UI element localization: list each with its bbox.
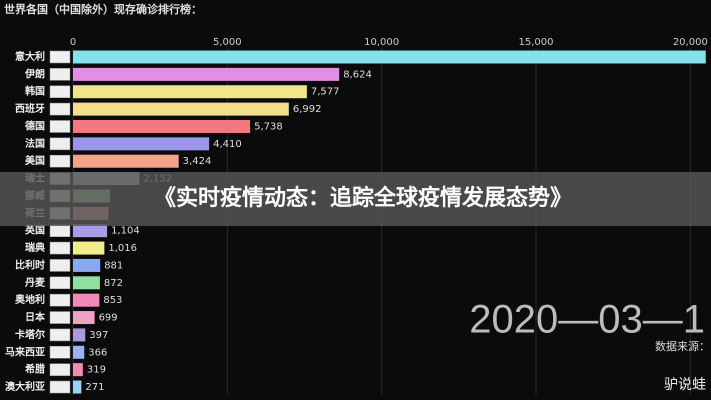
bar bbox=[73, 276, 100, 290]
y-tick-label: 马来西亚 bbox=[5, 345, 45, 358]
flag bbox=[49, 241, 71, 255]
flag bbox=[49, 102, 71, 116]
source-label: 数据来源： bbox=[655, 339, 710, 353]
value-label: 872 bbox=[104, 278, 123, 289]
value-label: 7,577 bbox=[311, 87, 340, 98]
y-tick-label: 希腊 bbox=[24, 363, 45, 376]
flag bbox=[49, 154, 71, 168]
flag bbox=[49, 68, 71, 81]
banner-bg bbox=[0, 172, 711, 226]
flag bbox=[49, 363, 71, 376]
bar bbox=[73, 102, 289, 116]
value-label: 1,016 bbox=[108, 243, 137, 254]
bar bbox=[73, 154, 179, 168]
flag bbox=[49, 50, 71, 64]
flag bbox=[49, 380, 71, 394]
date-label: 2020—03—1 bbox=[469, 298, 705, 342]
flag bbox=[49, 259, 71, 272]
flag bbox=[49, 85, 71, 98]
y-tick-label: 比利时 bbox=[15, 258, 45, 271]
y-tick-label: 西班牙 bbox=[15, 102, 45, 115]
bar bbox=[73, 67, 340, 81]
bar bbox=[73, 224, 108, 238]
bar bbox=[73, 137, 210, 151]
banner: 《实时疫情动态：追踪全球疫情发展态势》 bbox=[154, 185, 572, 211]
y-tick-label: 美国 bbox=[25, 154, 45, 167]
bar bbox=[73, 380, 82, 394]
value-label: 397 bbox=[89, 330, 108, 341]
value-label: 8,624 bbox=[343, 69, 372, 80]
x-tick-label: 0 bbox=[70, 37, 76, 48]
value-label: 3,424 bbox=[183, 156, 212, 167]
chart-title: 世界各国（中国除外）现存确诊排行榜： bbox=[4, 2, 202, 16]
flag bbox=[49, 276, 71, 290]
y-tick-label: 德国 bbox=[24, 119, 45, 132]
value-label: 319 bbox=[87, 365, 106, 376]
y-tick-label: 日本 bbox=[25, 311, 46, 324]
flag bbox=[49, 328, 71, 342]
flag bbox=[49, 120, 71, 133]
value-label: 853 bbox=[103, 295, 122, 306]
value-label: 271 bbox=[85, 382, 104, 393]
y-tick-label: 瑞典 bbox=[25, 241, 45, 254]
bar bbox=[73, 50, 706, 64]
value-label: 4,410 bbox=[213, 139, 242, 150]
x-tick-label: 20,000 bbox=[673, 37, 708, 48]
x-tick-label: 10,000 bbox=[364, 37, 399, 48]
y-tick-label: 澳大利亚 bbox=[5, 380, 45, 393]
flag bbox=[49, 224, 71, 237]
y-tick-label: 韩国 bbox=[25, 85, 45, 98]
y-tick-label: 意大利 bbox=[15, 50, 45, 63]
value-label: 699 bbox=[99, 313, 118, 324]
bar bbox=[73, 328, 86, 342]
value-label: 5,738 bbox=[254, 121, 283, 132]
watermark: 驴说蛙 bbox=[664, 377, 706, 393]
y-tick-label: 卡塔尔 bbox=[15, 328, 45, 341]
y-tick-label: 伊朗 bbox=[24, 67, 45, 80]
x-tick-label: 5,000 bbox=[213, 37, 242, 48]
flag bbox=[49, 137, 71, 151]
bar bbox=[73, 119, 251, 133]
flag bbox=[49, 293, 71, 307]
value-label: 881 bbox=[104, 260, 123, 271]
value-label: 6,992 bbox=[293, 104, 322, 115]
flag bbox=[49, 346, 71, 359]
bar bbox=[73, 85, 307, 99]
bar bbox=[73, 258, 101, 272]
bar bbox=[73, 311, 95, 325]
bar bbox=[73, 293, 100, 307]
x-tick-label: 15,000 bbox=[518, 37, 553, 48]
bar bbox=[73, 363, 83, 377]
y-tick-label: 奥地利 bbox=[15, 293, 45, 306]
flag bbox=[49, 311, 71, 324]
bar bbox=[73, 241, 105, 255]
bar bbox=[73, 345, 85, 359]
value-label: 366 bbox=[88, 347, 107, 358]
value-label: 1,104 bbox=[111, 226, 140, 237]
y-tick-label: 丹麦 bbox=[25, 276, 46, 289]
y-tick-label: 法国 bbox=[25, 137, 45, 150]
y-tick-label: 英国 bbox=[24, 224, 45, 237]
